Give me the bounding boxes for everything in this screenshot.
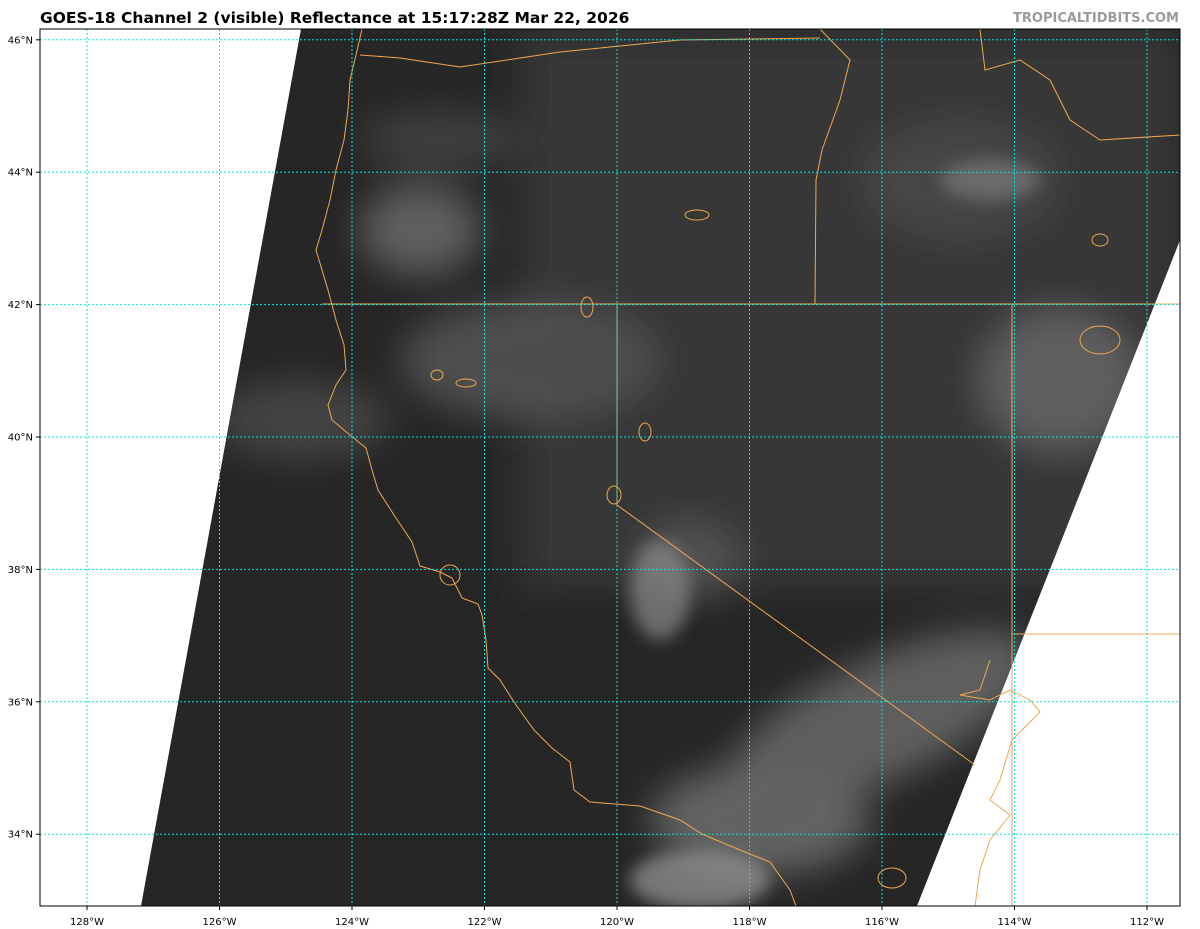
longitude-label: 118°W [733,917,767,928]
map-frame [39,28,1181,907]
latitude-label: 44°N [8,168,33,179]
map-title: GOES-18 Channel 2 (visible) Reflectance … [40,9,630,27]
latitude-label: 40°N [8,433,33,444]
colorado-river [959,659,1041,906]
idaho-montana-border [979,29,1180,141]
longitude-label: 122°W [468,917,502,928]
longitude-label: 120°W [600,917,634,928]
latitude-label: 42°N [8,300,33,311]
axis-ticks: 46°N 44°N 42°N 40°N 38°N 36°N 34°N 128°W 126°W 12… [8,35,1164,928]
latitude-label: 34°N [8,830,33,841]
columbia-river [359,37,821,68]
latitude-label: 38°N [8,565,33,576]
longitude-label: 112°W [1130,917,1164,928]
idaho-oregon-border [814,29,851,305]
watermark: TROPICALTIDBITS.COM [1013,11,1179,26]
longitude-label: 116°W [865,917,899,928]
satellite-imagery [141,29,1180,906]
borders [315,29,1180,906]
longitude-label: 124°W [335,917,369,928]
graticule [40,29,1180,906]
latitude-label: 36°N [8,697,33,708]
longitude-label: 114°W [998,917,1032,928]
coastline [315,29,797,906]
latitude-label: 46°N [8,35,33,46]
longitude-label: 128°W [70,917,104,928]
longitude-label: 126°W [203,917,237,928]
